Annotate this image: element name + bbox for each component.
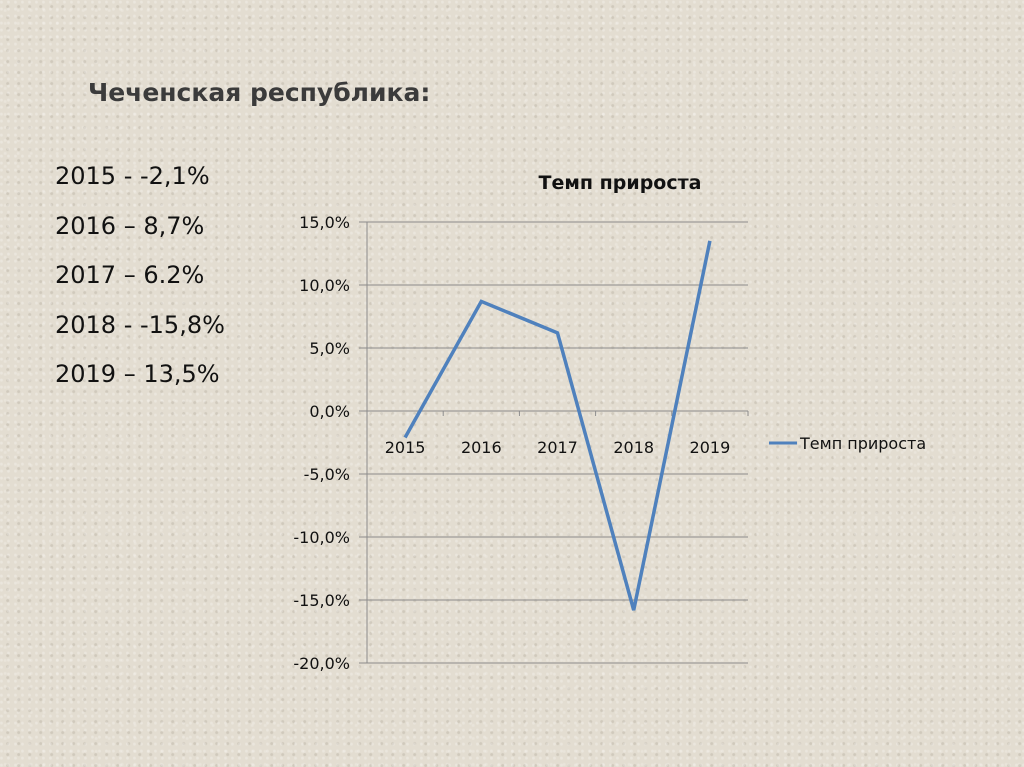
x-tick-label: 2018: [613, 438, 654, 457]
x-tick-label: 2019: [690, 438, 731, 457]
y-tick-label: 5,0%: [309, 339, 350, 358]
slide-title: Чеченская республика:: [88, 78, 431, 107]
y-tick-label: -10,0%: [293, 528, 350, 547]
y-tick-label: 15,0%: [299, 213, 350, 232]
x-tick-label: 2017: [537, 438, 578, 457]
value-item-2019: 2019 – 13,5%: [55, 360, 220, 388]
y-axis: 15,0% 10,0% 5,0% 0,0% -5,0% -10,0% -15,0% -20,0…: [293, 213, 368, 673]
y-tick-label: -20,0%: [293, 654, 350, 673]
x-tick-label: 2015: [385, 438, 426, 457]
y-tick-label: 10,0%: [299, 276, 350, 295]
x-axis: 2015 2016 2017 2018 2019: [366, 411, 749, 457]
y-tick-label: -5,0%: [304, 465, 350, 484]
x-tick-label: 2016: [461, 438, 502, 457]
y-tick-label: 0,0%: [309, 402, 350, 421]
value-item-2015: 2015 - -2,1%: [55, 162, 210, 190]
y-tick-label: -15,0%: [293, 591, 350, 610]
series-line-temp-prirosta: [403, 240, 712, 611]
value-item-2016: 2016 – 8,7%: [55, 211, 205, 240]
gridlines: [359, 221, 748, 664]
value-item-2018: 2018 - -15,8%: [55, 310, 225, 339]
values-list: 2015 - -2,1% 2016 – 8,7% 2017 – 6.2% 201…: [55, 158, 225, 406]
legend: Темп прироста: [769, 434, 926, 453]
legend-label: Темп прироста: [799, 434, 926, 453]
chart-title: Темп прироста: [539, 172, 702, 194]
value-item-2017: 2017 – 6.2%: [55, 261, 205, 289]
